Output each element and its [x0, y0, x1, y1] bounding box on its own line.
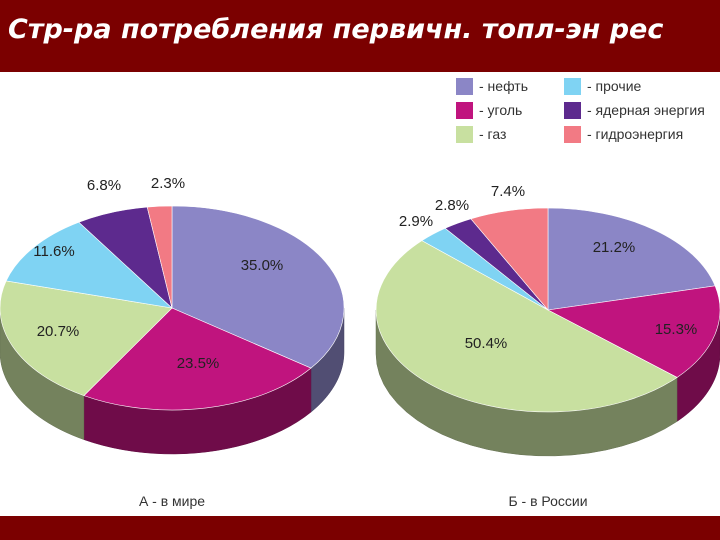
- legend-item-oil: - нефть: [456, 76, 528, 96]
- legend-label-hydro: - гидроэнергия: [587, 126, 684, 142]
- pie-label-gas: 20.7%: [37, 323, 80, 340]
- legend-label-other: - прочие: [587, 78, 642, 94]
- legend-swatch-other: [564, 77, 581, 95]
- slide-title: Стр-ра потребления первичн. топл-эн рес: [8, 14, 664, 45]
- legend-item-nuclear: - ядерная энергия: [564, 100, 705, 120]
- chart-caption-world: А - в мире: [139, 493, 205, 509]
- legend-swatch-nuclear: [564, 101, 581, 119]
- legend-label-coal: - уголь: [479, 102, 523, 118]
- legend-swatch-gas: [456, 125, 473, 143]
- pie-chart-russia: 21.2% 15.3% 50.4% 2.9%2.8% 7.4% Б - в России: [375, 183, 720, 509]
- legend-item-other: - прочие: [564, 76, 641, 96]
- title-bar: Стр-ра потребления первичн. топл-эн рес: [0, 0, 720, 72]
- pie-label-oil: 21.2%: [593, 239, 636, 256]
- legend-label-oil: - нефть: [479, 78, 528, 94]
- chart-caption-russia: Б - в России: [508, 493, 587, 509]
- pie-slice-gas: [0, 280, 173, 396]
- pie-label-oil: 35.0%: [241, 257, 284, 274]
- legend-label-gas: - газ: [479, 126, 507, 142]
- legend-swatch-coal: [456, 101, 473, 119]
- pie-label-nuclear: 2.8%: [435, 197, 469, 214]
- pie-slice-gas: [375, 240, 678, 413]
- pie-slice-oil: [547, 207, 716, 311]
- pie-label-other: 11.6%: [33, 243, 74, 260]
- legend-item-gas: - газ: [456, 124, 506, 144]
- pie-label-hydro: 2.3%: [151, 175, 185, 192]
- pie-slice-hydro: [146, 205, 173, 309]
- pie-slice-other: [5, 221, 173, 309]
- legend-item-coal: - уголь: [456, 100, 522, 120]
- pie-label-hydro: 7.4%: [491, 183, 525, 200]
- legend-swatch-oil: [456, 77, 473, 95]
- pie-label-other: 2.9%: [399, 213, 433, 230]
- legend-swatch-hydro: [564, 125, 581, 143]
- bottom-bar: [0, 516, 720, 540]
- pie-slice-hydro: [470, 207, 549, 311]
- pie-slice-coal: [83, 307, 312, 411]
- chart-legend: - нефть - прочие - уголь - ядерная энерг…: [456, 72, 720, 152]
- pie-label-coal: 23.5%: [177, 355, 220, 372]
- pie-label-coal: 15.3%: [655, 321, 698, 338]
- pie-label-nuclear: 6.8%: [87, 177, 121, 194]
- pie-slice-oil: [171, 205, 345, 369]
- pie-chart-world: 35.0% 23.5% 20.7% 11.6% 6.8% 2.3% А - в мире: [0, 175, 345, 509]
- legend-label-nuclear: - ядерная энергия: [587, 102, 705, 118]
- legend-item-hydro: - гидроэнергия: [564, 124, 683, 144]
- pie-label-gas: 50.4%: [465, 335, 508, 352]
- pie-slice-coal: [547, 285, 720, 378]
- pie-charts-canvas: 35.0% 23.5% 20.7% 11.6% 6.8% 2.3% А - в мире 21…: [0, 175, 720, 509]
